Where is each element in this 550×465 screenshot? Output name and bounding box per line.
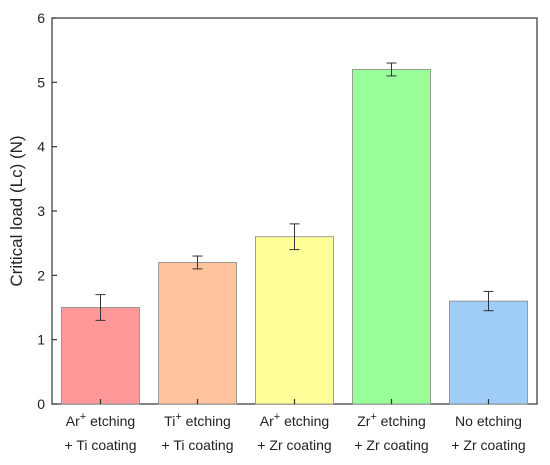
y-tick-label: 3 (37, 203, 45, 219)
y-tick-label: 1 (37, 332, 45, 348)
x-category-label-line2: + Zr coating (451, 437, 525, 453)
bar (61, 307, 140, 405)
x-category-label-line2: + Ti coating (162, 437, 234, 453)
y-tick-label: 5 (37, 74, 45, 90)
x-axis: Ar+ etching + Ti coating Ti+ etching + Ti c… (65, 399, 526, 453)
bar (352, 69, 431, 405)
x-category-label-line1: No etching (455, 413, 522, 429)
bar (255, 236, 334, 405)
bar (158, 262, 237, 405)
x-category-label-line2: + Ti coating (65, 437, 137, 453)
error-bars (95, 62, 494, 321)
y-tick-label: 4 (37, 139, 45, 155)
x-category-label-line2: + Zr coating (257, 437, 331, 453)
x-category-label-line1: Ti+ etching (164, 411, 231, 429)
bar (449, 300, 528, 405)
y-axis-label: Critical load (Lc) (N) (7, 135, 26, 286)
y-tick-label: 2 (37, 267, 45, 283)
x-category-label-line1: Ar+ etching (66, 411, 135, 429)
x-category-label-line2: + Zr coating (354, 437, 428, 453)
y-tick-label: 6 (37, 10, 45, 26)
x-category-label-line1: Ar+ etching (260, 411, 329, 429)
y-axis: 0 1 2 3 4 5 6 (37, 10, 57, 412)
bars (61, 69, 528, 405)
y-tick-label: 0 (37, 396, 45, 412)
x-category-label-line1: Zr+ etching (357, 411, 426, 429)
